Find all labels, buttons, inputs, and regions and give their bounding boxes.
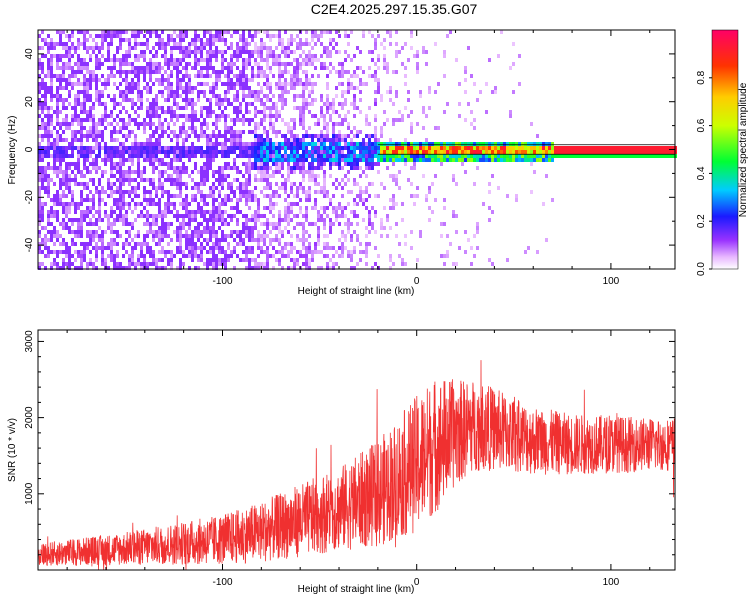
spectrogram-cells [38, 30, 677, 270]
colorbar-tick-label: 0.0 [696, 262, 707, 276]
colorbar-label: Normalized spectral amplitude [738, 82, 749, 217]
colorbar: 0.0 0.2 0.4 0.6 0.8 [696, 29, 739, 276]
y-tick-label: 2000 [24, 406, 35, 429]
snr-xlabel: Height of straight line (km) [298, 584, 415, 595]
colorbar-tick-label: 0.2 [696, 214, 707, 228]
chart-title: C2E4.2025.297.15.35.G07 [311, 1, 478, 17]
snr-series [37, 360, 676, 570]
y-tick-label: 20 [24, 96, 35, 108]
x-tick-label: 100 [603, 276, 620, 287]
colorbar-tick-label: 0.4 [696, 166, 707, 180]
x-tick-label: -100 [212, 276, 232, 287]
colorbar-tick-label: 0.6 [696, 118, 707, 132]
colorbar-tick-label: 0.8 [696, 70, 707, 84]
x-tick-label: 0 [414, 276, 420, 287]
snr-ylabel: SNR (10 * v/v) [7, 418, 18, 482]
y-tick-label: -40 [24, 237, 35, 252]
y-tick-label: 3000 [24, 330, 35, 353]
y-tick-label: -20 [24, 190, 35, 205]
x-tick-label: 100 [603, 577, 620, 588]
y-tick-label: 0 [24, 146, 35, 152]
spectrogram-xlabel: Height of straight line (km) [298, 286, 415, 297]
y-tick-label: 40 [24, 48, 35, 60]
snr-axes: -100 0 100 1000 2000 3000 [24, 329, 676, 588]
x-tick-label: 0 [414, 577, 420, 588]
x-tick-label: -100 [212, 577, 232, 588]
y-tick-label: 1000 [24, 482, 35, 505]
spectrogram-ylabel: Frequency (Hz) [7, 116, 18, 185]
spectrogram-axes: -100 0 100 -40 -20 0 20 40 [24, 29, 676, 287]
snr-line [37, 360, 676, 570]
